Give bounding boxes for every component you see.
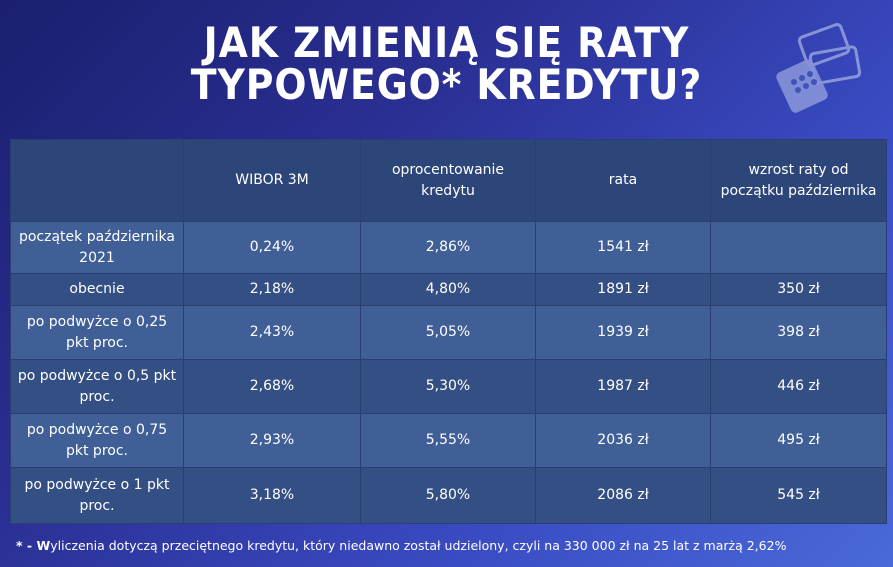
cell-oprocentowanie: 5,30%: [360, 359, 536, 414]
cell-rata: 1541 zł: [535, 221, 711, 274]
cell-oprocentowanie: 2,86%: [360, 221, 536, 274]
footnote-marker: * -: [16, 538, 37, 553]
footnote-text: yliczenia dotyczą przeciętnego kredytu, …: [50, 538, 787, 553]
cell-oprocentowanie: 5,55%: [360, 413, 536, 468]
cell-rata: 2036 zł: [535, 413, 711, 468]
header-wzrost: wzrost raty od początku października: [710, 139, 887, 222]
table-row: początek października 2021 0,24% 2,86% 1…: [10, 221, 887, 274]
cell-rata: 1891 zł: [535, 273, 711, 306]
row-label: po podwyżce o 1 pkt proc.: [10, 467, 184, 524]
rates-table: WIBOR 3M oprocentowanie kredytu rata wzr…: [10, 139, 887, 524]
cell-rata: 1987 zł: [535, 359, 711, 414]
row-label: początek października 2021: [10, 221, 184, 274]
header-rata: rata: [535, 139, 711, 222]
cell-wzrost: 446 zł: [710, 359, 887, 414]
footnote: * - Wyliczenia dotyczą przeciętnego kred…: [16, 538, 886, 553]
cell-wzrost: [710, 221, 887, 274]
cell-rata: 2086 zł: [535, 467, 711, 524]
page-title: JAK ZMIENIĄ SIĘ RATY TYPOWEGO* KREDYTU?: [45, 22, 849, 106]
page-title-line2: TYPOWEGO* KREDYTU?: [190, 60, 703, 109]
cell-wzrost: 398 zł: [710, 305, 887, 360]
cell-wzrost: 350 zł: [710, 273, 887, 306]
row-label: po podwyżce o 0,5 pkt proc.: [10, 359, 184, 414]
cell-rata: 1939 zł: [535, 305, 711, 360]
header-oprocentowanie: oprocentowanie kredytu: [360, 139, 536, 222]
header-empty: [10, 139, 184, 222]
cell-oprocentowanie: 5,80%: [360, 467, 536, 524]
cell-wibor: 2,43%: [183, 305, 361, 360]
cell-wibor: 0,24%: [183, 221, 361, 274]
cell-wibor: 2,18%: [183, 273, 361, 306]
row-label: obecnie: [10, 273, 184, 306]
table-row: po podwyżce o 1 pkt proc. 3,18% 5,80% 20…: [10, 467, 887, 524]
header-wibor: WIBOR 3M: [183, 139, 361, 222]
table-row: obecnie 2,18% 4,80% 1891 zł 350 zł: [10, 273, 887, 306]
footnote-first-letter: W: [36, 538, 51, 553]
table-header-row: WIBOR 3M oprocentowanie kredytu rata wzr…: [10, 139, 887, 222]
cell-wibor: 2,68%: [183, 359, 361, 414]
cell-wibor: 2,93%: [183, 413, 361, 468]
page-title-line1: JAK ZMIENIĄ SIĘ RATY: [203, 18, 690, 67]
table-row: po podwyżce o 0,75 pkt proc. 2,93% 5,55%…: [10, 413, 887, 468]
cell-oprocentowanie: 5,05%: [360, 305, 536, 360]
cell-wzrost: 545 zł: [710, 467, 887, 524]
table-row: po podwyżce o 0,5 pkt proc. 2,68% 5,30% …: [10, 359, 887, 414]
cell-wibor: 3,18%: [183, 467, 361, 524]
credit-cards-calculator-icon: [776, 23, 862, 113]
table-row: po podwyżce o 0,25 pkt proc. 2,43% 5,05%…: [10, 305, 887, 360]
cell-wzrost: 495 zł: [710, 413, 887, 468]
row-label: po podwyżce o 0,75 pkt proc.: [10, 413, 184, 468]
cell-oprocentowanie: 4,80%: [360, 273, 536, 306]
row-label: po podwyżce o 0,25 pkt proc.: [10, 305, 184, 360]
